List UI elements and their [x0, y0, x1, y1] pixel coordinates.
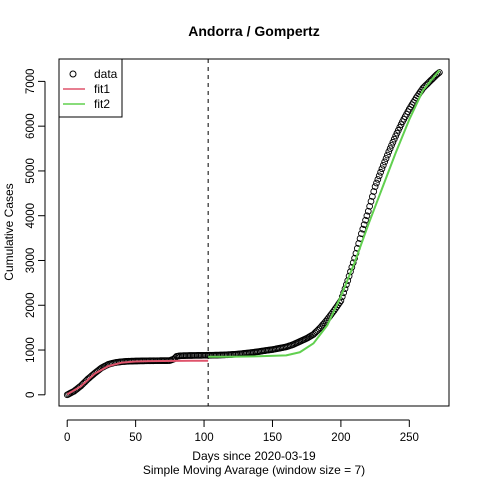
data-point	[386, 145, 394, 152]
y-axis: 0 1000 2000 3000 4000 5000 6000 7000	[25, 69, 46, 398]
x-tick-label: 100	[194, 432, 213, 444]
data-point	[367, 198, 375, 205]
data-point	[370, 188, 378, 195]
series-line-fit2	[208, 69, 441, 358]
legend-label-fit1: fit1	[94, 82, 110, 96]
data-point	[375, 172, 383, 180]
y-axis-label: Cumulative Cases	[2, 183, 16, 280]
x-tick-label: 0	[64, 432, 70, 444]
legend-label-fit2: fit2	[94, 97, 110, 111]
x-tick-label: 50	[129, 432, 142, 444]
y-tick-label: 2000	[25, 292, 37, 318]
legend-label-data: data	[94, 67, 118, 81]
y-tick-label: 0	[25, 392, 37, 398]
plot-marks	[63, 59, 443, 406]
data-point	[366, 202, 373, 210]
x-axis-sublabel: Simple Moving Avarage (window size = 7)	[143, 463, 365, 477]
data-point	[371, 183, 379, 190]
data-point	[390, 135, 398, 143]
data-point	[364, 207, 372, 215]
data-point	[389, 138, 397, 146]
legend-marker-data	[69, 70, 77, 78]
data-point	[381, 158, 389, 166]
y-tick-label: 5000	[25, 158, 37, 184]
data-point	[388, 142, 395, 149]
data-point	[369, 193, 376, 200]
y-tick-label: 4000	[25, 203, 37, 229]
data-point	[373, 179, 380, 187]
data-point	[384, 151, 391, 159]
legend-box	[58, 58, 123, 118]
data-point	[362, 216, 369, 224]
data-point	[345, 272, 353, 280]
x-tick-label: 150	[263, 432, 282, 444]
data-point	[378, 165, 386, 173]
chart-title: Andorra / Gompertz	[188, 23, 319, 39]
data-point	[360, 221, 368, 229]
plot-frame	[58, 58, 450, 407]
x-tick-label: 200	[331, 432, 350, 444]
data-point	[377, 168, 384, 176]
data-point	[382, 155, 390, 162]
data-point	[385, 148, 393, 156]
x-axis: 0 50 100 150 200 250	[64, 419, 419, 444]
y-tick-label: 7000	[25, 69, 37, 95]
y-tick-label: 1000	[25, 337, 37, 363]
data-point	[379, 161, 387, 169]
data-point	[363, 212, 371, 220]
plot-area	[63, 59, 443, 406]
x-tick-label: 250	[400, 432, 419, 444]
series-line-fit1	[66, 359, 209, 396]
x-axis-label: Days since 2020-03-19	[192, 449, 316, 463]
data-point	[374, 176, 382, 183]
y-tick-label: 6000	[25, 113, 37, 139]
y-tick-label: 3000	[25, 248, 37, 274]
